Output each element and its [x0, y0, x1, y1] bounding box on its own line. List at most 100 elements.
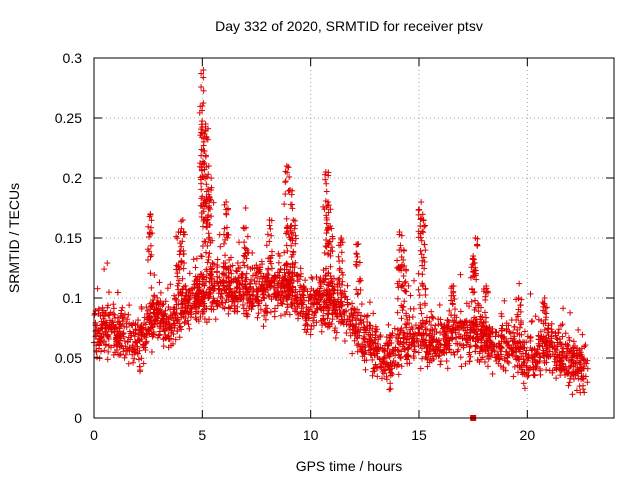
data-point — [545, 332, 552, 339]
data-point — [244, 233, 251, 240]
data-point — [444, 365, 451, 372]
data-point — [283, 215, 290, 222]
data-point — [242, 205, 249, 211]
data-point — [422, 291, 429, 298]
data-point — [151, 271, 158, 278]
data-point — [241, 239, 248, 246]
data-point — [180, 265, 187, 272]
data-point — [370, 365, 377, 372]
data-point — [287, 201, 294, 208]
data-point — [417, 342, 424, 349]
data-point — [105, 289, 112, 296]
data-point — [577, 389, 584, 396]
data-point — [364, 312, 371, 319]
data-point — [176, 248, 183, 255]
data-point — [482, 297, 489, 304]
data-point — [407, 292, 414, 299]
chart-title: Day 332 of 2020, SRMTID for receiver pts… — [215, 18, 483, 34]
data-point — [145, 233, 152, 240]
data-point — [516, 280, 523, 287]
data-point — [511, 323, 518, 330]
y-tick-label: 0.25 — [55, 110, 82, 126]
data-point — [537, 371, 544, 378]
data-point — [428, 308, 435, 315]
y-axis-label: SRMTID / TECUs — [6, 183, 22, 293]
data-point — [125, 311, 132, 318]
data-point — [262, 302, 269, 309]
data-point — [206, 250, 213, 257]
data-point — [323, 188, 330, 195]
data-point — [553, 335, 560, 342]
data-point — [322, 176, 329, 183]
data-point — [567, 375, 574, 382]
data-point — [186, 325, 193, 332]
data-point — [353, 258, 360, 265]
data-point — [385, 321, 392, 328]
y-tick-label: 0.15 — [55, 230, 82, 246]
data-point — [110, 305, 117, 312]
data-point — [110, 301, 117, 308]
data-point — [111, 311, 118, 318]
data-point — [140, 360, 147, 367]
data-point — [145, 223, 152, 230]
data-point — [210, 261, 217, 268]
data-point — [498, 332, 505, 339]
data-point — [264, 231, 271, 238]
data-point — [151, 293, 158, 300]
data-point — [249, 272, 256, 279]
data-point — [323, 180, 330, 187]
data-point — [303, 321, 310, 328]
data-point — [336, 258, 343, 265]
data-point — [466, 358, 473, 365]
data-point — [373, 328, 380, 335]
data-point — [172, 295, 179, 302]
data-point — [205, 230, 212, 237]
data-point — [400, 272, 407, 279]
data-point — [318, 328, 325, 335]
data-point — [123, 324, 130, 331]
data-point — [335, 253, 342, 260]
data-point — [220, 240, 227, 247]
data-point — [310, 322, 317, 329]
data-point — [344, 282, 351, 289]
data-point — [426, 318, 433, 325]
data-point — [430, 315, 437, 322]
data-point — [337, 287, 344, 294]
axis-ticks: 0 5 10 15 20 0 0.05 0.1 0.15 0.2 0.25 0.3 — [55, 50, 614, 443]
data-point — [562, 330, 569, 337]
data-point — [400, 256, 407, 263]
data-point — [159, 301, 166, 308]
data-point — [541, 300, 548, 307]
data-point — [395, 371, 402, 378]
data-point — [208, 213, 215, 220]
data-point — [282, 178, 289, 185]
data-point — [147, 242, 154, 249]
data-point — [275, 272, 282, 279]
data-point — [501, 357, 508, 364]
data-point — [309, 275, 316, 282]
data-point — [492, 333, 499, 340]
data-point — [198, 186, 205, 193]
data-point — [372, 361, 379, 368]
data-point — [277, 265, 284, 272]
data-point — [114, 289, 121, 296]
data-point — [254, 275, 261, 282]
data-point — [580, 382, 587, 389]
x-tick-label: 20 — [520, 427, 536, 443]
data-point — [457, 308, 464, 315]
data-point — [449, 317, 456, 324]
data-point — [263, 242, 270, 249]
data-point — [94, 285, 101, 292]
data-point — [137, 323, 144, 330]
data-point — [178, 258, 185, 265]
data-point — [212, 316, 219, 323]
x-tick-label: 5 — [198, 427, 206, 443]
data-point — [424, 314, 431, 321]
data-point — [521, 385, 528, 392]
data-point — [366, 299, 373, 306]
data-point — [131, 355, 138, 362]
data-point — [135, 317, 142, 324]
data-point — [398, 254, 405, 261]
data-point — [237, 264, 244, 271]
data-point — [104, 260, 111, 267]
